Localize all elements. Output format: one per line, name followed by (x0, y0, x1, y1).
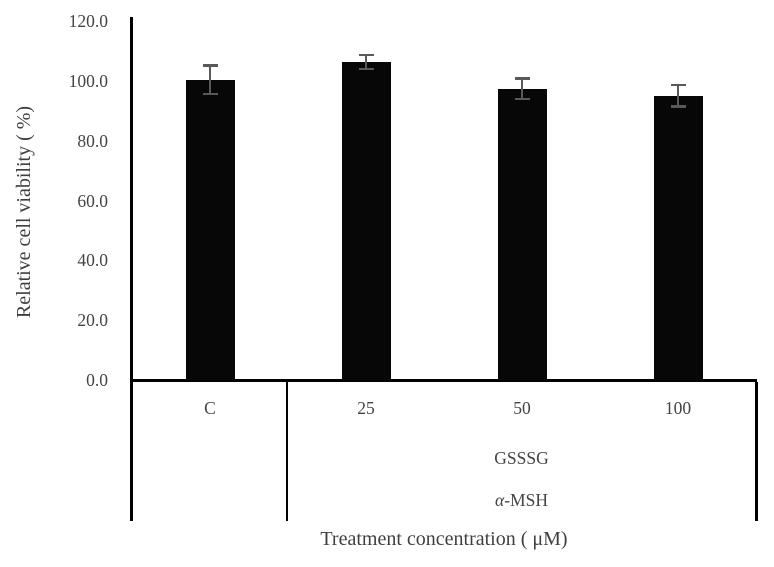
error-bar-bottom-cap-25 (358, 68, 374, 71)
x-axis-line (130, 379, 757, 382)
error-bar-stem-C (208, 65, 212, 95)
y-tick-label-100.0: 100.0 (68, 70, 108, 91)
x-category-label-100: 100 (664, 398, 692, 418)
y-tick-label-80.0: 80.0 (77, 130, 108, 151)
y-tick-label-120.0: 120.0 (68, 11, 108, 31)
error-bar-stem-50 (520, 78, 524, 100)
y-tick-label-0.0: 0.0 (86, 370, 108, 390)
group-label-alpha-msh: α-MSH (287, 488, 756, 512)
x-category-label-C: C (204, 398, 216, 418)
msh-label: -MSH (504, 490, 548, 510)
y-tick-label-40.0: 40.0 (77, 250, 108, 271)
error-bar-stem-100 (676, 85, 680, 107)
y-tick-label-20.0: 20.0 (77, 310, 108, 331)
y-axis-line (130, 17, 133, 521)
x-axis-title: Treatment concentration ( μM) (320, 528, 568, 550)
group-label-gsssg: GSSSG (287, 446, 756, 470)
error-bar-bottom-cap-C (202, 93, 218, 96)
error-bar-bottom-cap-50 (514, 98, 530, 101)
x-category-label-25: 25 (357, 398, 375, 418)
bar-25 (341, 61, 391, 380)
error-bar-top-cap-C (202, 64, 218, 67)
category-band-right-border (755, 382, 758, 521)
error-bar-bottom-cap-100 (670, 105, 686, 108)
category-group-separator (286, 382, 288, 521)
error-bar-top-cap-100 (670, 83, 686, 87)
alpha-glyph: α (495, 490, 505, 510)
x-category-label-50: 50 (513, 398, 531, 418)
bar-C (185, 79, 235, 380)
error-bar-top-cap-25 (358, 53, 374, 56)
error-bar-stem-25 (364, 54, 368, 70)
bar-50 (497, 88, 547, 380)
error-bar-top-cap-50 (514, 77, 530, 80)
gsssg-label: GSSSG (494, 448, 549, 468)
y-tick-label-60.0: 60.0 (77, 190, 108, 211)
bar-100 (653, 95, 703, 380)
